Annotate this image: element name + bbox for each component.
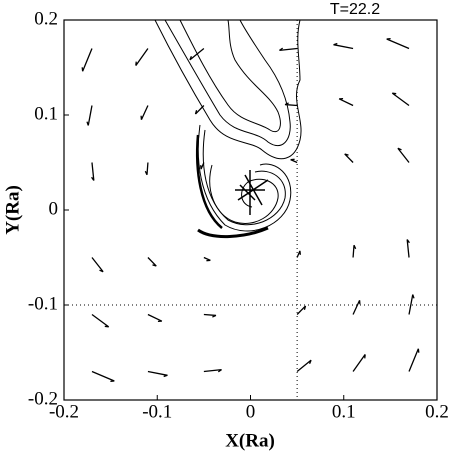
vector-arrow: [91, 257, 104, 273]
chart-title: T=22.2: [330, 1, 380, 18]
vector-arrow: [91, 313, 110, 328]
vector-arrow: [140, 105, 149, 121]
vector-arrow: [408, 294, 415, 315]
vector-arrow: [147, 313, 163, 323]
contours: [154, 19, 302, 239]
contour: [235, 170, 269, 215]
contour: [164, 19, 291, 147]
vector-arrow: [200, 162, 205, 170]
contour: [179, 19, 281, 133]
vector-arrow: [352, 299, 361, 315]
vector-arrow: [352, 354, 366, 372]
vector-arrow: [397, 147, 410, 163]
x-tick-label: -0.1: [142, 401, 172, 422]
vector-arrow: [284, 102, 298, 107]
vector-arrow: [391, 92, 410, 107]
vector-arrow: [81, 48, 93, 72]
contour: [209, 164, 279, 224]
vector-arrow: [203, 256, 211, 262]
vector-arrow: [406, 239, 410, 258]
vector-arrow: [338, 97, 354, 107]
x-tick-label: -0.2: [49, 401, 79, 422]
vector-arrow: [144, 162, 149, 176]
contour: [195, 134, 223, 229]
y-tick-label: -0.1: [28, 293, 58, 314]
contour: [154, 19, 302, 160]
y-tick-label: 0.1: [34, 103, 58, 124]
vector-arrow: [352, 244, 357, 258]
vector-arrow: [203, 313, 217, 318]
vector-arrow: [408, 348, 420, 372]
vector-arrow: [91, 162, 95, 181]
vector-arrow: [91, 370, 115, 383]
x-tick-label: 0.2: [425, 401, 449, 422]
y-tick-label: 0: [49, 198, 59, 219]
vector-arrow: [147, 370, 168, 378]
vector-arrow: [189, 47, 205, 61]
vector-arrow: [296, 250, 301, 258]
vector-arrow: [279, 47, 298, 52]
vector-arrow: [333, 42, 354, 50]
vector-arrow: [290, 158, 298, 164]
vector-arrow: [147, 257, 157, 267]
vector-arrow: [296, 359, 312, 373]
x-tick-label: 0.1: [332, 401, 356, 422]
contour: [197, 226, 269, 239]
vector-arrow: [86, 105, 93, 126]
x-axis-label: X(Ra): [225, 430, 275, 451]
y-tick-label: -0.2: [28, 388, 58, 409]
contour: [202, 129, 286, 226]
vector-arrow: [194, 105, 205, 115]
vector-arrow: [135, 48, 149, 66]
y-tick-label: 0.2: [34, 8, 58, 29]
contour: [197, 124, 292, 232]
y-axis-label: Y(Ra): [2, 185, 23, 235]
vector-arrow: [386, 37, 410, 50]
vector-arrow: [203, 368, 222, 373]
vector-arrow: [296, 305, 307, 315]
vector-arrow: [344, 153, 354, 163]
x-tick-label: 0: [246, 401, 256, 422]
